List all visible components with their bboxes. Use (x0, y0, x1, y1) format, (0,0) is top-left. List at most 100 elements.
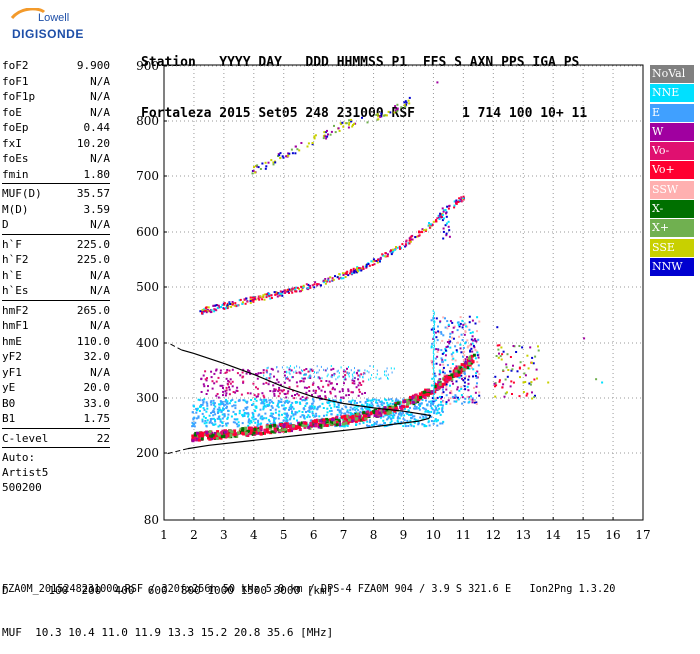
legend-item-e: E (650, 103, 694, 122)
echo-point (330, 413, 333, 416)
echo-point (432, 337, 435, 340)
echo-point (442, 382, 446, 386)
echo-point (241, 415, 244, 418)
echo-point (346, 409, 349, 412)
echo-point (432, 394, 434, 397)
echo-point (270, 424, 274, 427)
echo-point (359, 375, 361, 378)
echo-point (435, 408, 438, 411)
echo-point (252, 416, 255, 418)
echo-point (433, 384, 435, 387)
echo-point (433, 311, 435, 314)
echo-point (391, 405, 395, 409)
echo-point (359, 400, 362, 403)
echo-point (255, 386, 257, 389)
echo-point (273, 421, 276, 424)
echo-point (389, 250, 392, 253)
echo-point (368, 371, 370, 374)
echo-point (307, 425, 311, 429)
echo-point (419, 405, 421, 408)
echo-point (225, 422, 227, 425)
echo-point (303, 407, 305, 410)
echo-point (340, 412, 343, 415)
echo-point (427, 420, 430, 423)
echo-point (349, 411, 352, 414)
echo-point (286, 399, 289, 402)
echo-point (233, 304, 236, 307)
echo-point (247, 424, 250, 427)
echo-point (253, 427, 257, 431)
echo-point (445, 234, 448, 237)
echo-point (369, 419, 371, 422)
echo-point (430, 411, 433, 413)
echo-point (358, 369, 360, 372)
echo-point (459, 198, 462, 201)
echo-point (349, 409, 352, 412)
echo-point (252, 414, 255, 417)
echo-point (531, 391, 533, 394)
echo-point (341, 388, 344, 391)
echo-point (400, 413, 403, 416)
echo-point (250, 429, 254, 433)
echo-point (403, 400, 407, 403)
echo-point (236, 304, 239, 307)
echo-point (451, 355, 454, 358)
param-row: fxI 10.20 (2, 136, 110, 152)
echo-point (212, 399, 215, 402)
echo-point (195, 407, 198, 410)
echo-point (231, 398, 234, 401)
param-value: 3.59 (83, 202, 111, 216)
echo-point (461, 402, 464, 405)
echo-point (276, 404, 279, 407)
echo-point (418, 392, 422, 396)
echo-point (476, 382, 478, 385)
echo-point (372, 424, 375, 427)
echo-point (315, 412, 318, 415)
echo-point (226, 416, 229, 419)
echo-point (445, 222, 448, 225)
echo-point (257, 295, 260, 298)
echo-point (220, 409, 223, 412)
echo-point (300, 286, 303, 288)
echo-point (364, 401, 367, 404)
echo-point (441, 392, 444, 395)
echo-point (601, 381, 604, 384)
echo-point (457, 370, 461, 374)
echo-point (377, 404, 380, 407)
echo-point (387, 110, 390, 113)
echo-point (534, 355, 537, 358)
echo-point (457, 200, 460, 203)
echo-point (306, 416, 309, 419)
echo-point (500, 346, 503, 349)
echo-point (449, 397, 452, 400)
echo-point (206, 407, 209, 410)
echo-point (312, 398, 315, 401)
param-value: 9.900 (76, 59, 110, 72)
echo-point (323, 281, 326, 284)
param-name: D (2, 218, 9, 231)
echo-point (404, 105, 407, 108)
echo-point (463, 385, 466, 388)
echo-point (223, 302, 226, 305)
echo-point (433, 390, 437, 394)
echo-point (287, 152, 290, 155)
echo-point (227, 383, 230, 386)
echo-point (348, 414, 351, 417)
echo-point (313, 415, 316, 418)
echo-point (448, 229, 451, 232)
echo-point (224, 394, 227, 397)
echo-point (381, 424, 384, 426)
param-name: h`E (2, 268, 22, 282)
echo-point (206, 419, 209, 422)
echo-point (494, 375, 497, 378)
echo-point (259, 417, 262, 420)
echo-point (354, 399, 356, 402)
echo-point (320, 424, 324, 428)
echo-point (461, 326, 464, 329)
echo-point (326, 280, 329, 283)
echo-point (318, 369, 320, 372)
echo-point (261, 418, 264, 421)
echo-point (441, 408, 444, 411)
echo-point (265, 296, 268, 299)
echo-point (325, 369, 327, 372)
